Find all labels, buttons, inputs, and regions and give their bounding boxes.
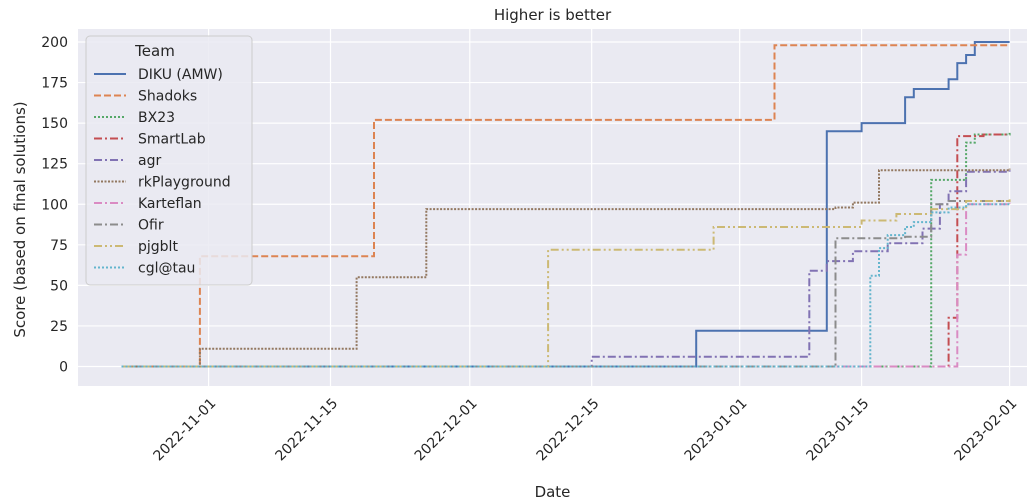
legend-title: Team <box>134 42 175 60</box>
x-tick-label: 2022-11-01 <box>151 396 220 465</box>
series-line-5 <box>121 168 1011 368</box>
x-tick-label: 2022-12-01 <box>412 396 481 465</box>
legend-label-9: cgl@tau <box>138 261 195 277</box>
y-tick-label: 200 <box>41 35 68 51</box>
legend-box <box>85 35 253 286</box>
x-tick-label: 2023-01-01 <box>682 396 751 465</box>
series-line-6 <box>121 202 1011 368</box>
y-tick-label: 0 <box>59 360 68 376</box>
series-line-0 <box>121 41 1010 368</box>
legend-label-0: DIKU (AMW) <box>138 67 223 83</box>
x-tick-label: 2023-01-15 <box>804 396 873 465</box>
legend-label-7: Ofir <box>138 218 164 234</box>
series-line-4 <box>121 170 1011 368</box>
y-tick-label: 100 <box>41 197 68 213</box>
x-tick-label: 2023-02-01 <box>952 396 1021 465</box>
y-tick-label: 75 <box>50 238 68 254</box>
y-tick-labels: 0 25 50 75 100 125 150 175 200 <box>41 35 68 376</box>
legend-label-6: Karteflan <box>138 196 202 212</box>
legend-label-1: Shadoks <box>138 89 197 105</box>
legend-label-3: SmartLab <box>138 132 206 148</box>
y-tick-label: 150 <box>41 116 68 132</box>
y-tick-label: 125 <box>41 157 68 173</box>
series-line-3 <box>121 133 1010 368</box>
chart-title: Higher is better <box>494 6 612 24</box>
legend-label-2: BX23 <box>138 110 175 126</box>
series-line-8 <box>121 199 1011 368</box>
legend: Team DIKU (AMW) Shadoks BX23 SmartLab agr rkPl… <box>85 35 253 286</box>
y-axis-title: Score (based on final solutions) <box>11 101 29 337</box>
y-tick-label: 25 <box>50 319 68 335</box>
x-tick-label: 2022-12-15 <box>534 396 603 465</box>
series-line-9 <box>121 203 1010 368</box>
y-tick-label: 175 <box>41 76 68 92</box>
legend-label-5: rkPlayground <box>138 175 231 191</box>
legend-label-4: agr <box>138 153 161 169</box>
series-lines <box>121 41 1011 368</box>
legend-label-8: pjgblt <box>138 239 178 255</box>
x-tick-labels: 2022-11-01 2022-11-15 2022-12-01 2022-12-15… <box>151 396 1021 465</box>
x-axis-title: Date <box>535 483 571 501</box>
x-tick-label: 2022-11-15 <box>272 396 341 465</box>
y-tick-label: 50 <box>50 278 68 294</box>
